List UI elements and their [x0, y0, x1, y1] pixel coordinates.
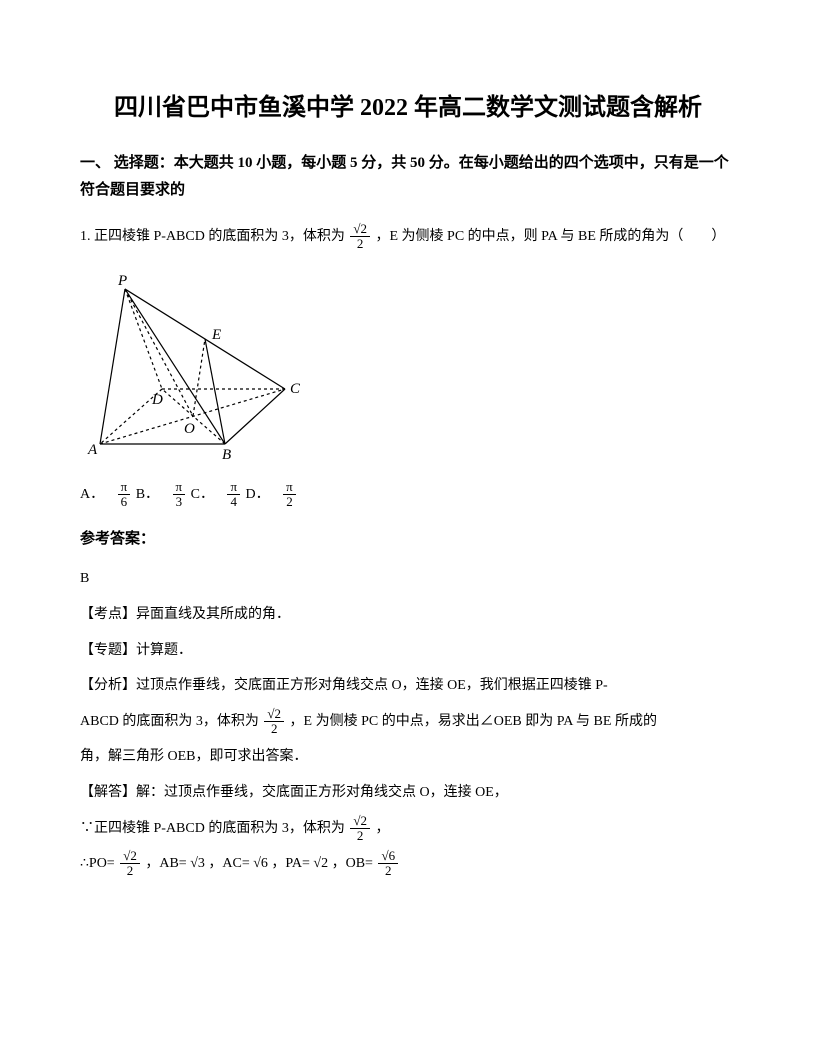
option-c-fraction: π 4 [227, 480, 240, 510]
ab-value: √3 [190, 856, 205, 871]
option-d-label: D． [246, 487, 270, 502]
q1-options: A． π 6 B． π 3 C． π 4 D． π 2 [80, 480, 736, 510]
text: ，AC= [208, 856, 249, 871]
text: ∴PO= [80, 856, 115, 871]
label-B: B [222, 447, 231, 459]
label-A: A [87, 442, 98, 458]
po-fraction: √2 2 [120, 849, 140, 879]
label-E: E [211, 327, 221, 343]
text: ABCD 的底面积为 3，体积为 [80, 714, 262, 729]
fraction-denominator: 2 [378, 864, 398, 878]
label-P: P [117, 273, 127, 289]
option-b-label: B． [136, 487, 159, 502]
answer-label: 参考答案： [80, 527, 736, 548]
fraction-numerator: √2 [350, 222, 370, 237]
text: ，PA= [271, 856, 310, 871]
text: ，E 为侧棱 PC 的中点，易求出∠OEB 即为 PA 与 BE 所成的 [290, 714, 657, 729]
fraction-numerator: √2 [120, 849, 140, 864]
answer-text: B 【考点】异面直线及其所成的角． 【专题】计算题． 【分析】过顶点作垂线，交底… [80, 562, 736, 880]
fraction-numerator: π [227, 480, 240, 495]
fraction-numerator: π [173, 480, 186, 495]
fraction-numerator: π [283, 480, 296, 495]
text: ∵正四棱锥 P‐ABCD 的底面积为 3，体积为 [80, 821, 348, 836]
answer-solution-2: ∵正四棱锥 P‐ABCD 的底面积为 3，体积为 √2 2 ， [80, 812, 736, 846]
question-1: 1. 正四棱锥 P‐ABCD 的底面积为 3，体积为 √2 2 ，E 为侧棱 P… [80, 222, 736, 253]
answer-solution-1: 【解答】解：过顶点作垂线，交底面正方形对角线交点 O，连接 OE， [80, 776, 736, 810]
fraction-denominator: 2 [283, 495, 296, 509]
q1-suffix: ，E 为侧棱 PC 的中点，则 PA 与 BE 所成的角为（ ） [376, 229, 726, 244]
option-d-fraction: π 2 [283, 480, 296, 510]
answer-analysis-2: ABCD 的底面积为 3，体积为 √2 2 ，E 为侧棱 PC 的中点，易求出∠… [80, 705, 736, 739]
option-a-fraction: π 6 [118, 480, 131, 510]
pyramid-figure: P A B C D E O [80, 269, 736, 464]
answer-value: B [80, 562, 736, 596]
fraction-numerator: √2 [264, 707, 284, 722]
answer-topic: 【考点】异面直线及其所成的角． [80, 598, 736, 632]
fraction-denominator: 6 [118, 495, 131, 509]
answer-type: 【专题】计算题． [80, 634, 736, 668]
fraction-numerator: √2 [350, 814, 370, 829]
fraction-numerator: √6 [378, 849, 398, 864]
text: ，OB= [332, 856, 373, 871]
text: ，AB= [145, 856, 186, 871]
answer-solution-3: ∴PO= √2 2 ，AB= √3 ，AC= √6 ，PA= √2 ，OB= √… [80, 847, 736, 881]
q1-prefix: 1. 正四棱锥 P‐ABCD 的底面积为 3，体积为 [80, 229, 348, 244]
option-a-label: A． [80, 487, 104, 502]
option-b-fraction: π 3 [173, 480, 186, 510]
ac-value: √6 [253, 856, 268, 871]
text: ， [376, 821, 390, 836]
label-C: C [290, 381, 300, 397]
answer-analysis-1: 【分析】过顶点作垂线，交底面正方形对角线交点 O，连接 OE，我们根据正四棱锥 … [80, 669, 736, 703]
pa-value: √2 [313, 856, 328, 871]
label-O: O [184, 421, 195, 437]
fraction-denominator: 2 [120, 864, 140, 878]
option-c-label: C． [191, 487, 214, 502]
volume-fraction: √2 2 [350, 814, 370, 844]
section-header: 一、 选择题：本大题共 10 小题，每小题 5 分，共 50 分。在每小题给出的… [80, 150, 736, 204]
fraction-denominator: 4 [227, 495, 240, 509]
q1-volume-fraction: √2 2 [350, 222, 370, 252]
label-D: D [151, 392, 163, 408]
fraction-denominator: 2 [350, 237, 370, 251]
fraction-denominator: 2 [264, 722, 284, 736]
answer-analysis-3: 角，解三角形 OEB，即可求出答案． [80, 740, 736, 774]
volume-fraction: √2 2 [264, 707, 284, 737]
fraction-denominator: 3 [173, 495, 186, 509]
fraction-numerator: π [118, 480, 131, 495]
ob-fraction: √6 2 [378, 849, 398, 879]
fraction-denominator: 2 [350, 829, 370, 843]
page-title: 四川省巴中市鱼溪中学 2022 年高二数学文测试题含解析 [80, 90, 736, 126]
